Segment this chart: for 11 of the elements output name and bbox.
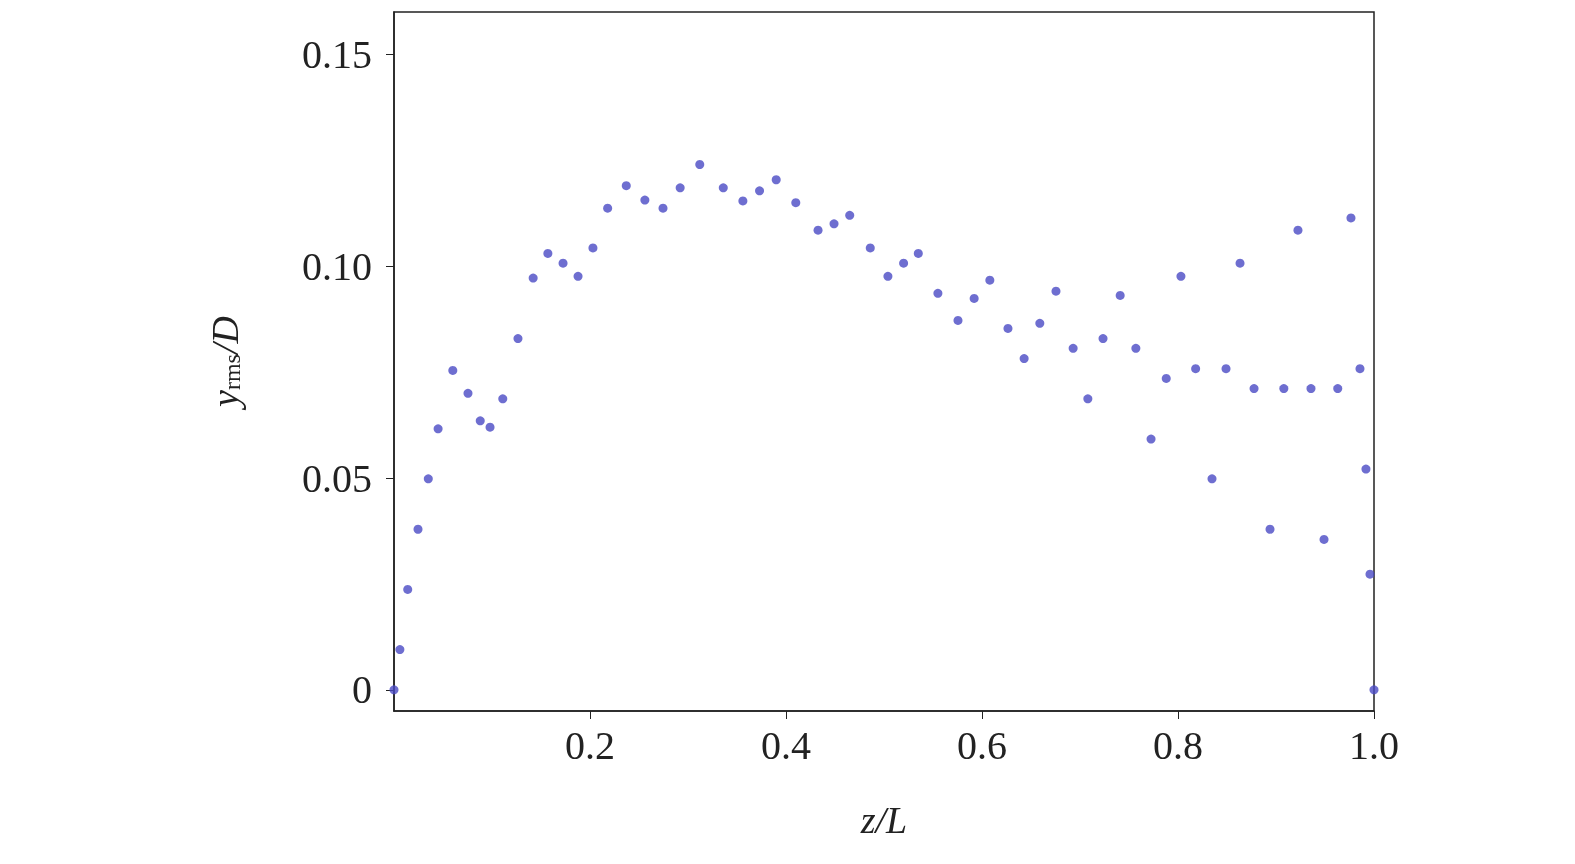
x-axis-title: z/L bbox=[859, 799, 908, 841]
x-tick-label: 0.2 bbox=[565, 722, 615, 768]
y-tick-label: 0 bbox=[352, 667, 372, 713]
y-tick-label: 0.10 bbox=[302, 243, 372, 289]
y-tick-label: 0.15 bbox=[302, 31, 372, 77]
x-tick-label: 0.8 bbox=[1153, 722, 1203, 768]
x-tick-label: 0.6 bbox=[957, 722, 1007, 768]
y-axis-title: yrms/D bbox=[204, 316, 246, 411]
y-tick-label: 0.05 bbox=[302, 455, 372, 501]
x-tick-label: 0.4 bbox=[761, 722, 811, 768]
x-tick-label: 1.0 bbox=[1349, 722, 1399, 768]
